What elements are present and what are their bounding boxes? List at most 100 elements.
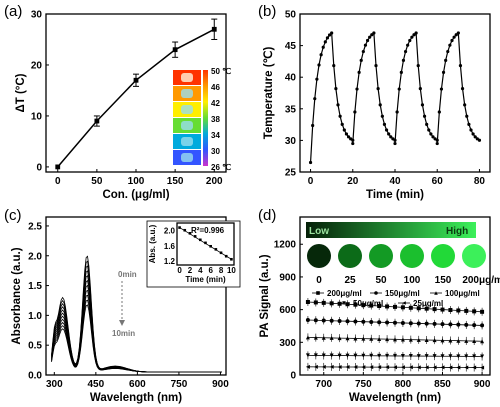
x-tick-label: 750 — [171, 379, 188, 390]
data-point — [337, 336, 342, 341]
y-axis-label: Absorbance (a.u.) — [11, 247, 23, 344]
data-point — [305, 317, 310, 322]
data-point — [305, 299, 310, 304]
inset-point — [183, 228, 187, 232]
data-point — [408, 38, 412, 43]
x-tick-label: 60 — [432, 176, 444, 187]
data-point — [55, 164, 61, 170]
data-point — [337, 364, 342, 369]
data-point — [321, 45, 325, 49]
legend-marker — [316, 291, 320, 295]
x-tick-label: 700 — [315, 379, 332, 390]
x-tick-label: 20 — [347, 176, 359, 187]
data-point — [370, 33, 374, 37]
data-point — [94, 118, 100, 124]
absorbance-curve — [51, 284, 222, 373]
data-point — [357, 70, 361, 75]
data-point — [308, 160, 313, 165]
data-point — [329, 364, 334, 369]
data-point — [385, 304, 390, 309]
inset-x-tick: 4 — [198, 266, 203, 275]
legend-marker — [342, 301, 346, 305]
data-point — [172, 47, 178, 53]
data-point — [464, 308, 469, 313]
inset-y-tick: 2.0 — [164, 227, 176, 236]
inset-y-label: Abs. (a.u.) — [148, 224, 157, 263]
panel-label-c: (c) — [4, 207, 22, 224]
y-tick-label: 30 — [31, 10, 43, 21]
pa-sample-label: 0 — [316, 275, 322, 286]
data-point — [454, 33, 458, 37]
data-point — [337, 353, 342, 358]
data-point — [334, 87, 338, 91]
legend-label: 100μg/ml — [445, 289, 480, 298]
inset-point — [193, 235, 197, 238]
y-tick-label: 25 — [285, 168, 297, 179]
data-point — [431, 135, 435, 139]
data-point — [377, 336, 382, 341]
inset-point — [178, 226, 181, 229]
data-point — [401, 58, 406, 62]
data-point — [369, 303, 374, 308]
data-point — [435, 141, 439, 146]
data-point — [416, 306, 421, 311]
data-point — [385, 365, 390, 370]
data-point — [416, 321, 421, 326]
data-point — [321, 335, 326, 340]
inset-point — [199, 238, 202, 242]
data-point — [361, 353, 366, 358]
data-point — [353, 110, 357, 114]
panel-d-frame — [299, 216, 491, 376]
data-point — [377, 353, 382, 358]
data-point — [315, 77, 319, 81]
data-point — [305, 364, 310, 369]
y-tick-label: 45 — [285, 41, 297, 52]
data-point — [408, 321, 413, 326]
thermal-sample-well — [181, 89, 193, 98]
legend-marker — [402, 301, 406, 305]
gradient-low-label: Low — [309, 226, 329, 237]
data-point — [397, 87, 401, 91]
data-point — [395, 110, 399, 114]
y-axis-label: PA Signal (a.u.) — [259, 254, 271, 337]
y-tick-label: 35 — [285, 104, 297, 115]
data-point — [414, 31, 418, 35]
data-point — [456, 31, 460, 35]
data-point — [382, 122, 387, 126]
data-point — [351, 141, 355, 146]
data-point — [432, 307, 437, 312]
data-point — [377, 320, 382, 325]
data-point — [329, 318, 334, 323]
data-point — [342, 128, 346, 132]
x-tick-label: 100 — [128, 176, 145, 187]
data-point — [332, 64, 336, 68]
data-point — [385, 353, 390, 358]
data-point — [313, 97, 317, 101]
data-point — [400, 337, 405, 342]
data-point — [345, 319, 350, 324]
thermal-sample-well — [181, 153, 193, 162]
data-point — [408, 354, 413, 359]
x-axis-label: Wavelength (nm) — [349, 392, 441, 404]
data-point — [319, 53, 323, 57]
pa-sample-label: 25 — [344, 275, 356, 286]
thermal-sample-well — [181, 121, 193, 130]
data-point — [313, 353, 318, 358]
data-point — [305, 335, 310, 340]
data-point — [321, 364, 326, 369]
data-point — [399, 70, 403, 75]
data-point — [380, 114, 384, 118]
data-point — [384, 128, 389, 132]
data-point — [353, 319, 358, 324]
data-point — [422, 114, 427, 118]
inset-point — [230, 257, 233, 261]
data-point — [408, 365, 413, 370]
data-point — [353, 365, 358, 370]
data-point — [472, 339, 477, 344]
data-point — [321, 300, 326, 305]
data-point — [467, 122, 471, 126]
data-point — [345, 302, 350, 307]
data-point — [448, 43, 452, 47]
data-point — [477, 138, 482, 142]
data-point — [439, 87, 444, 91]
